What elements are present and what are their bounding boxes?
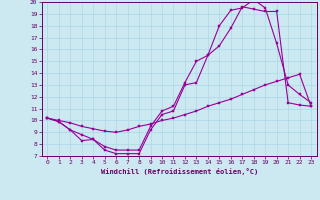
- X-axis label: Windchill (Refroidissement éolien,°C): Windchill (Refroidissement éolien,°C): [100, 168, 258, 175]
